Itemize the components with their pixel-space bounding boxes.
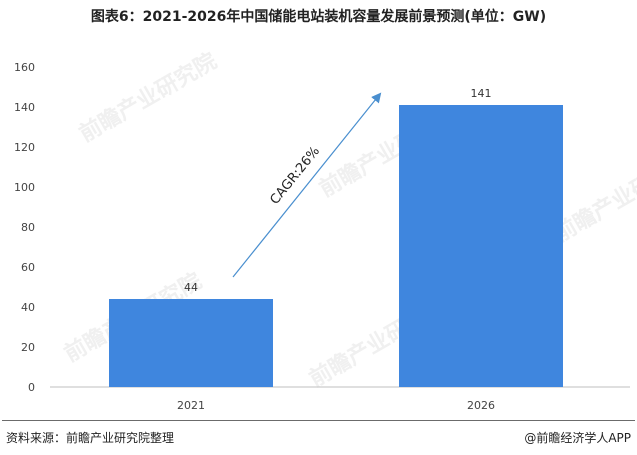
data-label: 44 (184, 281, 198, 294)
chart-title: 图表6：2021-2026年中国储能电站装机容量发展前景预测(单位：GW) (90, 9, 547, 25)
y-tick-label: 60 (21, 261, 35, 274)
y-tick-label: 20 (21, 341, 35, 354)
y-tick-label: 40 (21, 301, 35, 314)
bar (109, 299, 273, 387)
x-axis: 2021 2026 (177, 399, 495, 412)
data-label: 141 (471, 87, 492, 100)
footer: 资料来源：前瞻产业研究院整理 @前瞻经济学人APP (0, 420, 637, 455)
y-axis: 0 20 40 60 80 100 120 140 160 (14, 61, 35, 394)
y-tick-label: 80 (21, 221, 35, 234)
x-tick-label: 2021 (177, 399, 205, 412)
y-tick-label: 120 (14, 141, 35, 154)
y-tick-label: 0 (28, 381, 35, 394)
source-note: 资料来源：前瞻产业研究院整理 (6, 431, 175, 445)
bars: 44 141 (109, 87, 563, 387)
footer-divider (2, 420, 635, 421)
bar (399, 105, 563, 387)
growth-arrow (232, 92, 382, 278)
y-tick-label: 160 (14, 61, 35, 74)
y-tick-label: 100 (14, 181, 35, 194)
brand-credit: @前瞻经济学人APP (524, 431, 631, 445)
x-tick-label: 2026 (467, 399, 495, 412)
y-tick-label: 140 (14, 101, 35, 114)
